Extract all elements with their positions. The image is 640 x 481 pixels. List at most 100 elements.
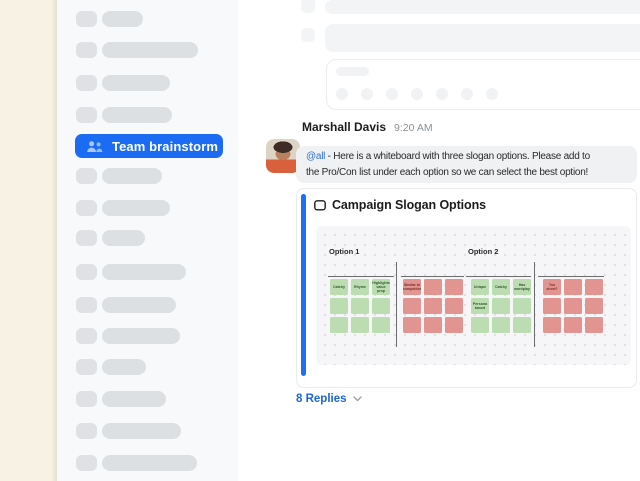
message-avatar-placeholder xyxy=(301,0,315,13)
sticky-note: Rhyme xyxy=(351,279,369,295)
message-avatar-placeholder xyxy=(301,28,315,42)
sidebar-item-placeholder xyxy=(57,200,238,217)
sticky-note xyxy=(471,317,489,333)
channel-label-placeholder xyxy=(102,75,170,91)
message-line-1: @all - Here is a whiteboard with three s… xyxy=(306,149,627,165)
sticky-note xyxy=(445,298,463,314)
whiteboard-preview[interactable]: Option 1 Option 2 Pros Cons Pros Cons Ca… xyxy=(316,226,631,365)
message-text-placeholder xyxy=(325,24,640,52)
sidebar-item-placeholder xyxy=(57,297,238,314)
attachment-placeholder-card xyxy=(326,59,640,110)
sticky-note xyxy=(424,298,442,314)
sidebar-item-placeholder xyxy=(57,328,238,345)
channel-icon-placeholder xyxy=(76,11,97,27)
option-2-cons-grid: Too short? xyxy=(543,279,603,333)
message-text: - Here is a whiteboard with three slogan… xyxy=(325,151,590,162)
channel-label-placeholder xyxy=(102,391,166,407)
sticky-note: Highlights value prop xyxy=(372,279,390,295)
sticky-note xyxy=(564,298,582,314)
channel-icon-placeholder xyxy=(76,423,97,439)
channel-icon-placeholder xyxy=(76,75,97,91)
channel-label-placeholder xyxy=(102,42,198,58)
thread-replies-link[interactable]: 8 Replies xyxy=(296,393,362,405)
mention-all[interactable]: @all xyxy=(306,151,326,162)
dot-placeholder xyxy=(486,88,498,100)
channel-icon-placeholder xyxy=(76,391,97,407)
channel-icon-placeholder xyxy=(76,264,97,280)
option-2-pros-grid: Unique Catchy Has wordplay Persona based xyxy=(471,279,531,333)
sidebar-item-team-brainstorm[interactable]: Team brainstorm xyxy=(75,134,223,158)
channel-label-placeholder xyxy=(102,11,143,27)
channel-icon-placeholder xyxy=(76,359,97,375)
sticky-note: Catchy xyxy=(492,279,510,295)
whiteboard-icon xyxy=(314,199,326,211)
attachment-title-row[interactable]: Campaign Slogan Options xyxy=(314,198,486,212)
channel-icon-placeholder xyxy=(76,328,97,344)
channel-icon-placeholder xyxy=(76,200,97,216)
sidebar-item-placeholder xyxy=(57,107,238,124)
dot-placeholder xyxy=(336,88,348,100)
sidebar-item-placeholder xyxy=(57,42,238,59)
sticky-note xyxy=(585,317,603,333)
option-1-pros-grid: Catchy Rhyme Highlights value prop xyxy=(330,279,390,333)
dot-placeholder xyxy=(361,88,373,100)
sticky-note xyxy=(445,317,463,333)
option-2-label: Option 2 xyxy=(468,247,499,256)
channel-label-placeholder xyxy=(102,264,186,280)
sidebar-item-placeholder xyxy=(57,230,238,247)
option-2-divider xyxy=(534,262,535,347)
sticky-note: Catchy xyxy=(330,279,348,295)
channel-icon-placeholder xyxy=(76,42,97,58)
sticky-note xyxy=(351,298,369,314)
sticky-note xyxy=(585,298,603,314)
sticky-note xyxy=(492,298,510,314)
chevron-down-icon xyxy=(352,396,362,402)
sticky-note: Persona based xyxy=(471,298,489,314)
dot-placeholder xyxy=(386,88,398,100)
dot-placeholder xyxy=(411,88,423,100)
sidebar-item-placeholder xyxy=(57,359,238,376)
message-text-placeholder xyxy=(325,0,640,14)
channel-icon-placeholder xyxy=(76,297,97,313)
sticky-note xyxy=(330,298,348,314)
message-timestamp: 9:20 AM xyxy=(394,122,433,134)
channel-icon-placeholder xyxy=(76,107,97,123)
app-background-strip xyxy=(0,0,57,481)
sidebar-item-placeholder xyxy=(57,391,238,408)
channel-label-placeholder xyxy=(102,328,180,344)
chat-main-panel: Marshall Davis 9:20 AM @all - Here is a … xyxy=(238,0,640,481)
sticky-note: Too short? xyxy=(543,279,561,295)
sticky-note xyxy=(543,298,561,314)
attachment-placeholder-dots xyxy=(336,88,498,100)
attachment-accent-bar xyxy=(301,194,306,376)
sticky-note xyxy=(372,317,390,333)
sticky-note xyxy=(585,279,603,295)
sticky-note xyxy=(372,298,390,314)
channel-icon-placeholder xyxy=(76,168,97,184)
sticky-note xyxy=(513,298,531,314)
channel-label-placeholder xyxy=(102,200,170,216)
sidebar-item-placeholder xyxy=(57,264,238,281)
sticky-note: Similar to competitor xyxy=(403,279,421,295)
sidebar-item-placeholder xyxy=(57,168,238,185)
sticky-note xyxy=(351,317,369,333)
channel-label-placeholder xyxy=(102,107,172,123)
sticky-note xyxy=(543,317,561,333)
sticky-note xyxy=(424,279,442,295)
sidebar: Team brainstorm xyxy=(57,0,238,481)
message-author: Marshall Davis xyxy=(302,120,387,134)
replies-count-label: 8 Replies xyxy=(296,393,347,405)
whiteboard-attachment-card[interactable]: Campaign Slogan Options Option 1 Option … xyxy=(296,188,637,388)
sidebar-item-placeholder xyxy=(57,75,238,92)
sticky-note xyxy=(564,317,582,333)
sticky-note xyxy=(564,279,582,295)
channel-label-placeholder xyxy=(102,230,145,246)
sidebar-item-label: Team brainstorm xyxy=(112,138,219,154)
avatar[interactable] xyxy=(266,139,300,173)
sticky-note xyxy=(424,317,442,333)
channel-label-placeholder xyxy=(102,455,197,471)
option-1-cons-header: Cons xyxy=(401,270,464,284)
sticky-note xyxy=(492,317,510,333)
attachment-placeholder-title xyxy=(336,67,369,76)
channel-label-placeholder xyxy=(102,359,146,375)
